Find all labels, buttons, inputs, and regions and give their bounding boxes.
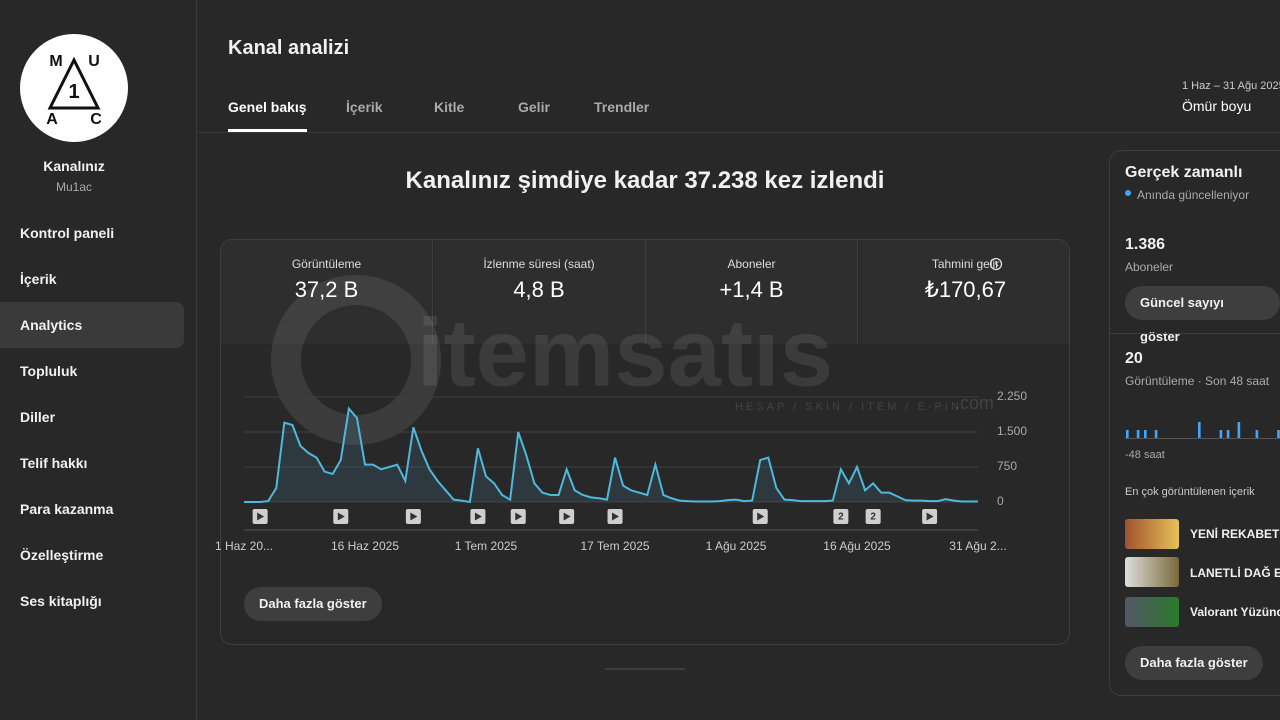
metric: Tahmini gelir ₺170,67: [858, 240, 1069, 344]
nav-item[interactable]: Para kazanma: [20, 501, 114, 517]
tab[interactable]: İçerik: [346, 99, 383, 115]
metric-label: Aboneler: [727, 257, 776, 271]
nav-item[interactable]: Analytics: [0, 302, 184, 348]
metric: Aboneler +1,4 B: [646, 240, 858, 344]
subscriber-count: 1.386: [1125, 236, 1166, 253]
metric-label: İzlenme süresi (saat): [483, 257, 595, 271]
subscriber-label: Aboneler: [1125, 260, 1174, 274]
video-title[interactable]: YENİ REKABETÇ: [1190, 527, 1280, 541]
metric-value: +1,4 B: [719, 277, 784, 302]
thumbnail[interactable]: [1125, 557, 1179, 587]
period[interactable]: Ömür boyu: [1182, 98, 1252, 114]
metric-value: 4,8 B: [513, 277, 565, 302]
thumbnail[interactable]: [1125, 597, 1179, 627]
bars-axis-label: -48 saat: [1125, 449, 1165, 461]
metric: İzlenme süresi (saat) 4,8 B: [433, 240, 646, 344]
refresh-button[interactable]: Güncel sayıyı göster: [1125, 286, 1280, 344]
more-button[interactable]: Daha fazla göster: [244, 587, 382, 621]
tab[interactable]: Genel bakış: [228, 99, 307, 115]
avatar-letter: 1: [68, 81, 79, 103]
tab[interactable]: Trendler: [594, 99, 650, 115]
avatar-letter: U: [88, 53, 100, 70]
avatar-letter: A: [46, 111, 58, 128]
headline: Kanalınız şimdiye kadar 37.238 kez izlen…: [405, 167, 885, 194]
realtime-more-button[interactable]: Daha fazla göster: [1125, 646, 1263, 680]
channel-name: Mu1ac: [55, 180, 93, 194]
tab[interactable]: Gelir: [518, 99, 550, 115]
thumbnail[interactable]: [1125, 519, 1179, 549]
nav-item[interactable]: İçerik: [20, 271, 57, 287]
top-content-title: En çok görüntülenen içerik: [1125, 486, 1255, 498]
realtime-title: Gerçek zamanlı: [1125, 164, 1243, 181]
page-title: Kanal analizi: [228, 37, 350, 59]
scroll-indicator: [605, 668, 685, 670]
video-title[interactable]: LANETLİ DAĞ EV: [1190, 566, 1280, 580]
metric: Görüntüleme 37,2 B: [221, 240, 433, 344]
metric-value: 37,2 B: [294, 277, 359, 302]
header-divider: [197, 132, 1280, 133]
live-dot: [1125, 190, 1131, 196]
views-label: Görüntüleme · Son 48 saat: [1125, 374, 1270, 388]
metric-label: Tahmini gelir: [931, 257, 1000, 271]
avatar-circle: [20, 34, 128, 142]
nav-item[interactable]: Topluluk: [20, 363, 78, 379]
nav-item[interactable]: Diller: [20, 409, 56, 425]
realtime-panel: [1109, 150, 1280, 696]
realtime-status: Anında güncelleniyor: [1137, 188, 1250, 202]
avatar: M U 1 A C: [20, 34, 128, 142]
date-range[interactable]: 1 Haz – 31 Ağu 2025: [1182, 80, 1280, 92]
avatar-letter: M: [49, 53, 62, 70]
video-title[interactable]: Valorant Yüzünd: [1190, 605, 1280, 619]
panel-divider: [1110, 333, 1280, 334]
avatar-letter: C: [90, 111, 102, 128]
views-count: 20: [1125, 350, 1143, 367]
nav-item[interactable]: Telif hakkı: [20, 455, 88, 471]
overview-card: Görüntüleme 37,2 B İzlenme süresi (saat) 4,…: [220, 239, 1070, 645]
channel-label: Kanalınız: [43, 158, 105, 174]
avatar-triangle: [47, 56, 101, 110]
tab-underline: [228, 129, 307, 132]
tab[interactable]: Kitle: [434, 99, 465, 115]
sidebar: M U 1 A C Kanalınız Mu1ac Kontrol paneli…: [0, 0, 197, 720]
nav-item[interactable]: Kontrol paneli: [20, 225, 115, 241]
metric-value: ₺170,67: [924, 277, 1007, 302]
nav-item[interactable]: Ses kitaplığı: [20, 593, 102, 609]
nav-item[interactable]: Özelleştirme: [20, 547, 104, 563]
metric-label: Görüntüleme: [291, 257, 362, 271]
